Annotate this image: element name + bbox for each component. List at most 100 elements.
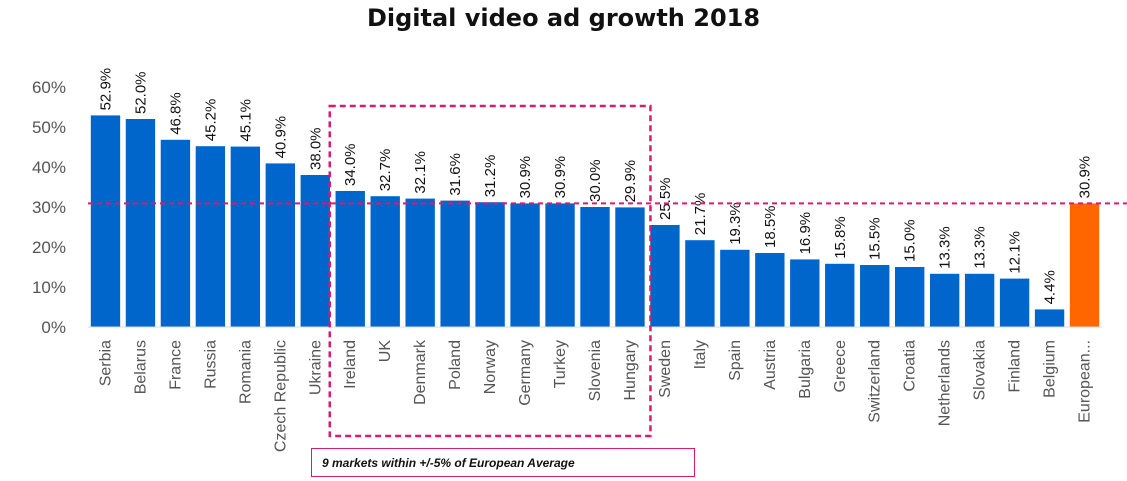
data-label: 12.1% bbox=[1007, 231, 1024, 274]
data-label: 30.9% bbox=[552, 156, 569, 199]
bar bbox=[195, 146, 226, 327]
category-label: Czech Republic bbox=[272, 340, 289, 452]
data-label: 16.9% bbox=[797, 212, 814, 255]
bar bbox=[825, 263, 855, 327]
data-label: 15.0% bbox=[902, 219, 919, 262]
category-label: Greece bbox=[832, 340, 849, 393]
data-label: 45.1% bbox=[237, 99, 254, 142]
category-label: Poland bbox=[447, 340, 464, 390]
category-label: Germany bbox=[517, 340, 534, 406]
y-tick-label: 40% bbox=[32, 158, 66, 177]
y-axis: 0% 10% 20% 30% 40% 50% 60% bbox=[32, 78, 66, 337]
data-label: 46.8% bbox=[167, 92, 184, 135]
y-tick-label: 50% bbox=[32, 118, 66, 137]
data-label: 31.6% bbox=[447, 153, 464, 196]
data-label: 32.1% bbox=[412, 151, 429, 194]
y-tick-label: 10% bbox=[32, 278, 66, 297]
annotation-box: 9 markets within +/-5% of European Avera… bbox=[311, 448, 695, 477]
bar bbox=[265, 163, 295, 327]
bar bbox=[755, 253, 785, 327]
chart-title: Digital video ad growth 2018 bbox=[366, 4, 761, 32]
category-labels: Serbia Belarus France Russia Romania Czech Re… bbox=[97, 339, 1093, 452]
category-label: Bulgaria bbox=[797, 340, 814, 399]
bar bbox=[405, 198, 435, 327]
bar bbox=[580, 207, 610, 327]
data-label: 45.2% bbox=[202, 99, 219, 142]
category-label: Italy bbox=[692, 340, 709, 369]
bar bbox=[895, 267, 925, 327]
category-label: Hungary bbox=[622, 340, 639, 400]
category-label: Turkey bbox=[552, 340, 569, 388]
category-label: Norway bbox=[482, 340, 499, 394]
category-label: Serbia bbox=[97, 340, 114, 386]
y-tick-label: 0% bbox=[41, 318, 66, 337]
data-label: 25.5% bbox=[657, 177, 674, 220]
category-label: Romania bbox=[237, 340, 254, 404]
bar bbox=[650, 225, 680, 327]
bar bbox=[90, 115, 121, 328]
bar bbox=[510, 203, 540, 327]
data-label: 34.0% bbox=[342, 143, 359, 186]
bar bbox=[790, 259, 820, 327]
data-label: 13.3% bbox=[937, 226, 954, 269]
category-label: Sweden bbox=[657, 340, 674, 398]
category-label: Austria bbox=[762, 340, 779, 390]
bar bbox=[475, 202, 505, 327]
highlight-group-box bbox=[328, 104, 652, 438]
data-label: 29.9% bbox=[622, 160, 639, 203]
category-label: Ukraine bbox=[307, 340, 324, 395]
category-label: Ireland bbox=[342, 340, 359, 389]
bar bbox=[860, 265, 890, 327]
bar bbox=[999, 278, 1030, 327]
category-label: Spain bbox=[727, 340, 744, 381]
data-labels: 52.9% 52.0% 46.8% 45.2% 45.1% 40.9% 38.0% 34.0%… bbox=[97, 68, 1093, 305]
category-label: Belgium bbox=[1042, 340, 1059, 398]
bar bbox=[720, 249, 750, 327]
bar bbox=[615, 207, 645, 327]
data-label: 4.4% bbox=[1042, 270, 1059, 304]
data-label: 21.7% bbox=[692, 193, 709, 236]
y-tick-label: 20% bbox=[32, 238, 66, 257]
category-label: Netherlands bbox=[937, 340, 954, 426]
data-label: 30.9% bbox=[517, 156, 534, 199]
category-label: Slovakia bbox=[972, 340, 989, 401]
data-label: 18.5% bbox=[762, 205, 779, 248]
bar bbox=[685, 240, 715, 327]
data-label: 30.9% bbox=[1077, 156, 1094, 199]
bar bbox=[1034, 309, 1065, 327]
category-label: Belarus bbox=[132, 340, 149, 394]
category-label: Croatia bbox=[902, 340, 919, 392]
data-label: 30.0% bbox=[587, 159, 604, 202]
data-label: 31.2% bbox=[482, 155, 499, 198]
category-label: UK bbox=[377, 340, 394, 363]
y-tick-label: 30% bbox=[32, 198, 66, 217]
category-label: Denmark bbox=[412, 339, 429, 405]
data-label: 52.0% bbox=[132, 71, 149, 114]
bar bbox=[370, 196, 400, 327]
data-label: 32.7% bbox=[377, 149, 394, 192]
category-label: Finland bbox=[1007, 340, 1024, 392]
bar bbox=[964, 273, 995, 327]
bar bbox=[125, 119, 156, 327]
category-label: France bbox=[167, 340, 184, 390]
bar bbox=[929, 273, 960, 327]
y-tick-label: 60% bbox=[32, 78, 66, 97]
data-label: 38.0% bbox=[307, 127, 324, 170]
bar bbox=[230, 146, 261, 327]
bar bbox=[440, 200, 470, 327]
bar bbox=[335, 191, 365, 327]
data-label: 13.3% bbox=[972, 226, 989, 269]
category-label: Switzerland bbox=[867, 340, 884, 423]
data-label: 15.8% bbox=[832, 216, 849, 259]
bar bbox=[300, 175, 330, 327]
category-label: European... bbox=[1077, 340, 1094, 423]
bars bbox=[90, 115, 1100, 328]
data-label: 52.9% bbox=[97, 68, 114, 111]
bar bbox=[160, 139, 191, 327]
data-label: 40.9% bbox=[272, 116, 289, 159]
annotation-text: 9 markets within +/-5% of European Avera… bbox=[322, 455, 575, 470]
data-label: 15.5% bbox=[867, 217, 884, 260]
overlays bbox=[88, 104, 1127, 438]
category-label: Russia bbox=[202, 340, 219, 389]
